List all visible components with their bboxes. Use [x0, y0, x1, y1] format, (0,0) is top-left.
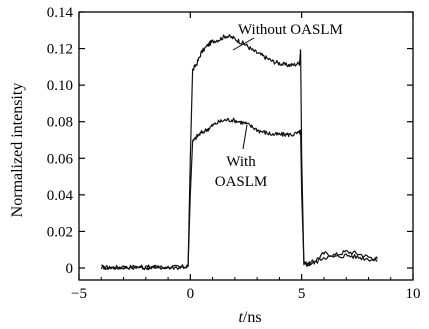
x-axis-label: t/ns: [238, 309, 261, 326]
y-tick-label: 0.04: [47, 188, 74, 204]
plot-frame: [78, 11, 414, 281]
y-tick-label: 0.08: [47, 115, 73, 131]
annotation-without-oaslm: Without OASLM: [238, 22, 343, 38]
annotation-without-oaslm-pointer: [232, 37, 255, 51]
annotation-with-oaslm-pointer: [242, 124, 248, 150]
chart-annotations: Without OASLM With OASLM: [215, 22, 343, 190]
y-tick-label: 0.10: [47, 78, 73, 94]
series-line-without-oaslm: [101, 34, 378, 271]
annotation-with-oaslm-line2: OASLM: [215, 174, 268, 190]
y-tick-label: 0.14: [47, 5, 74, 21]
x-tick-label: 5: [298, 286, 306, 302]
y-tick-label: 0.06: [47, 151, 74, 167]
x-axis-label-variable: t: [238, 309, 243, 326]
y-tick-label: 0.12: [47, 42, 73, 58]
chart-series: [100, 34, 378, 271]
y-tick-label: 0.02: [47, 224, 73, 240]
x-tick-label: 0: [187, 286, 195, 302]
y-axis-label: Normalized intensity: [9, 83, 26, 218]
x-axis-label-unit: /ns: [243, 309, 262, 326]
series-line-with-oaslm: [100, 117, 378, 271]
x-tick-label: 10: [406, 286, 421, 302]
x-tick-label: −5: [71, 286, 87, 302]
y-tick-label: 0: [66, 261, 74, 277]
annotation-with-oaslm-line1: With: [226, 154, 256, 170]
chart-axes: −5 0 5 10 0 0.02 0.04 0.06 0.08 0.10 0.12 0.14: [47, 5, 421, 302]
